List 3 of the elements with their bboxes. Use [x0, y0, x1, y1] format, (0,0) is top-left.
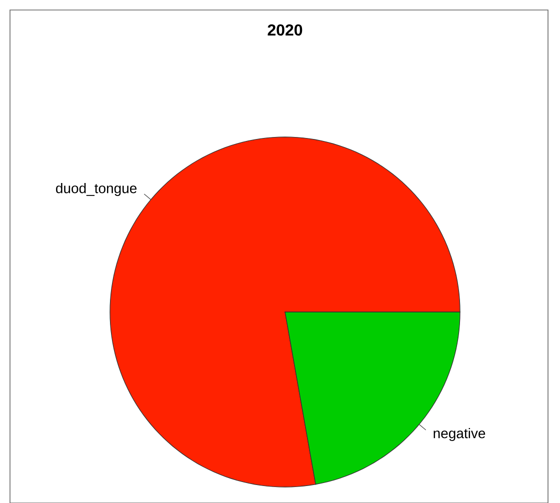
slice-label: duod_tongue [56, 182, 137, 196]
chart-title: 2020 [268, 24, 302, 36]
slice-label: negative [434, 428, 486, 442]
